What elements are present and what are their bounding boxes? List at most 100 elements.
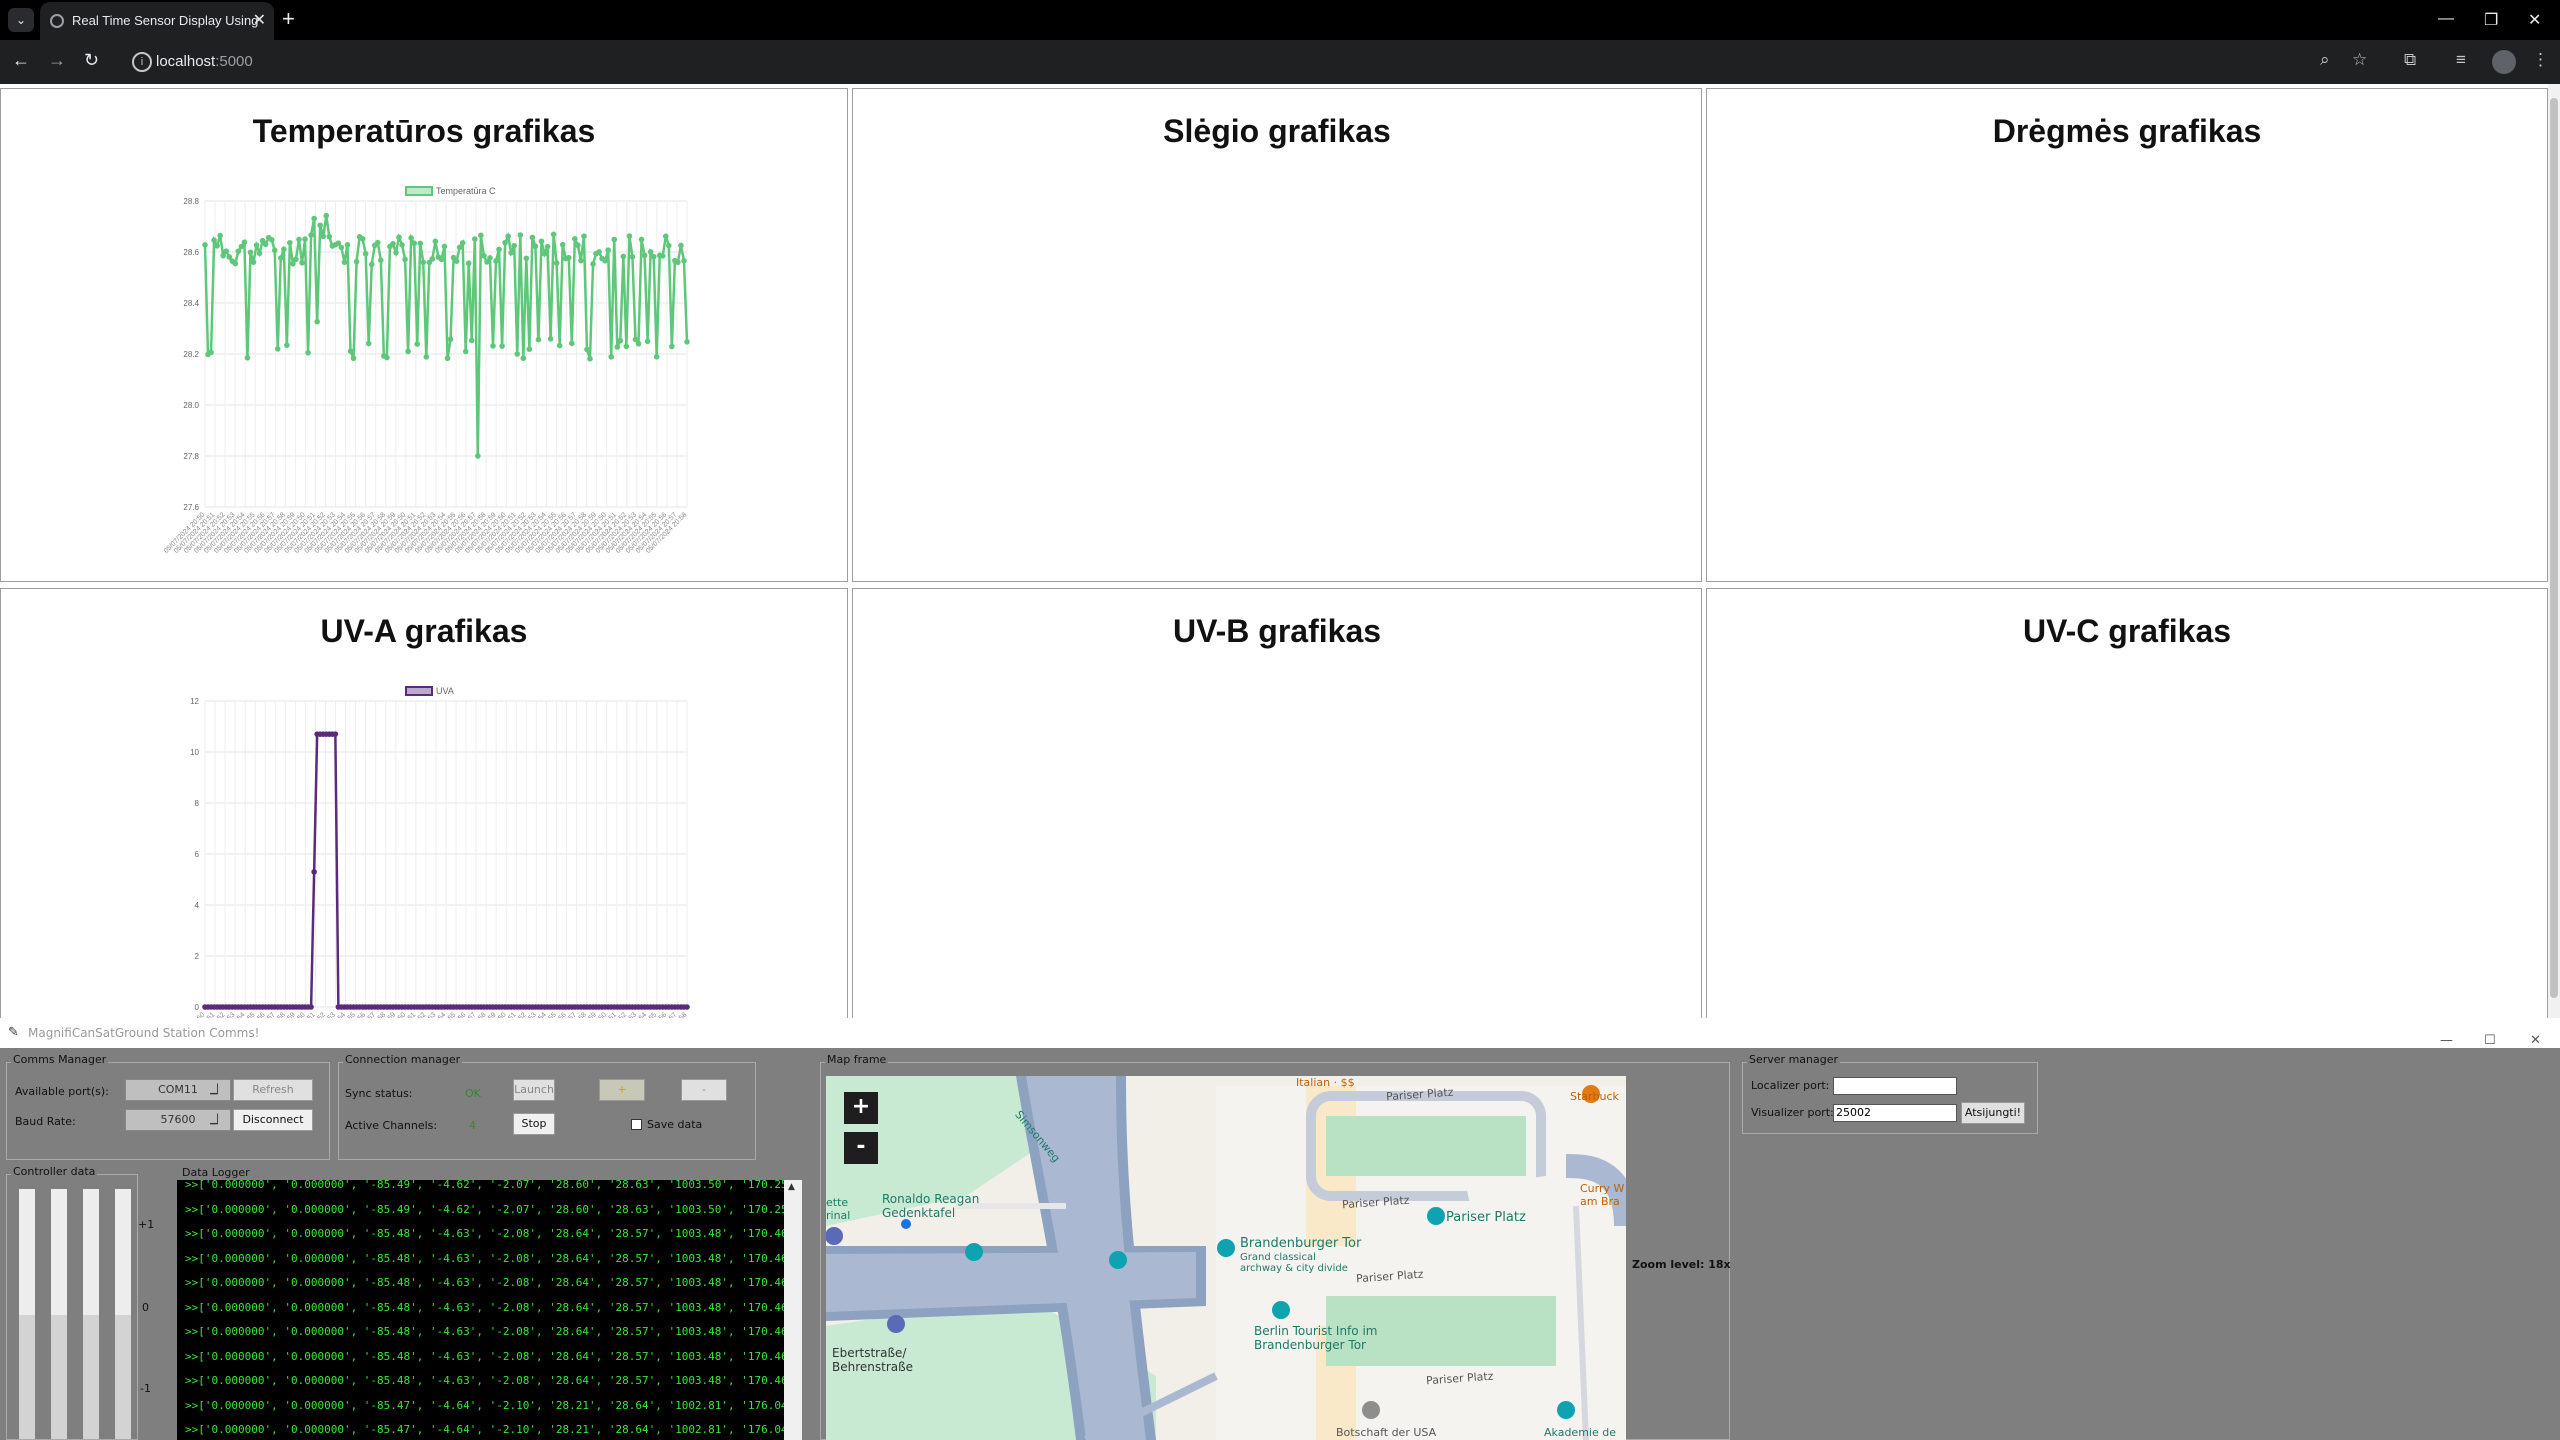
data-point[interactable]: [314, 318, 320, 325]
data-point[interactable]: [253, 242, 260, 249]
data-point[interactable]: [208, 349, 214, 356]
data-point[interactable]: [420, 259, 427, 266]
data-point[interactable]: [281, 246, 287, 253]
data-point[interactable]: [508, 250, 514, 256]
data-point[interactable]: [629, 253, 636, 260]
data-point[interactable]: [296, 236, 302, 243]
data-point[interactable]: [438, 256, 445, 263]
data-point[interactable]: [238, 243, 245, 250]
data-point[interactable]: [274, 346, 281, 352]
port-select[interactable]: COM11 ▁▏: [125, 1079, 231, 1101]
data-point[interactable]: [569, 340, 575, 347]
data-point[interactable]: [262, 241, 269, 248]
data-point[interactable]: [490, 343, 496, 349]
data-point[interactable]: [468, 337, 475, 344]
data-point[interactable]: [587, 355, 593, 362]
data-point[interactable]: [581, 233, 587, 239]
data-point[interactable]: [635, 340, 642, 347]
data-point[interactable]: [344, 242, 351, 248]
data-point[interactable]: [302, 236, 308, 242]
data-point[interactable]: [350, 355, 357, 362]
data-point[interactable]: [662, 233, 669, 239]
data-point[interactable]: [653, 354, 660, 360]
refresh-button[interactable]: Refresh: [233, 1079, 313, 1101]
data-point[interactable]: [308, 232, 314, 238]
data-point[interactable]: [553, 260, 560, 266]
data-point[interactable]: [368, 261, 375, 268]
data-point[interactable]: [235, 248, 242, 255]
data-point[interactable]: [517, 232, 524, 238]
data-point[interactable]: [402, 256, 408, 263]
data-point[interactable]: [514, 351, 521, 357]
data-point[interactable]: [465, 260, 472, 266]
data-point[interactable]: [396, 234, 402, 241]
data-point[interactable]: [550, 231, 557, 238]
data-point[interactable]: [502, 239, 508, 246]
data-point[interactable]: [456, 244, 463, 251]
data-point[interactable]: [596, 249, 602, 255]
zoom-icon[interactable]: ⌕: [2320, 50, 2330, 69]
data-point[interactable]: [684, 339, 690, 345]
close-tab-icon[interactable]: ✕: [252, 12, 266, 29]
data-point[interactable]: [384, 354, 390, 361]
data-point[interactable]: [326, 233, 333, 240]
data-point[interactable]: [247, 249, 254, 256]
data-point[interactable]: [666, 242, 672, 249]
data-point[interactable]: [459, 240, 466, 246]
data-point[interactable]: [347, 348, 354, 354]
data-point[interactable]: [605, 247, 611, 253]
data-point[interactable]: [493, 258, 499, 264]
stop-button[interactable]: Stop: [513, 1113, 555, 1135]
data-point[interactable]: [675, 259, 681, 266]
data-point[interactable]: [353, 258, 360, 265]
data-point[interactable]: [614, 344, 621, 350]
data-point[interactable]: [532, 243, 539, 250]
profile-avatar[interactable]: [2492, 50, 2516, 74]
app-maximize-icon[interactable]: ☐: [2484, 1033, 2496, 1048]
legend-swatch[interactable]: [405, 686, 433, 696]
bookmark-star-icon[interactable]: ☆: [2352, 50, 2368, 69]
data-point[interactable]: [393, 249, 399, 256]
site-info-icon[interactable]: i: [132, 52, 152, 72]
data-point[interactable]: [268, 236, 275, 243]
data-point[interactable]: [471, 236, 478, 242]
data-point[interactable]: [390, 241, 396, 247]
data-point[interactable]: [584, 346, 590, 353]
data-point[interactable]: [287, 239, 293, 246]
data-point[interactable]: [541, 250, 548, 257]
localizer-port-input[interactable]: [1833, 1077, 1957, 1095]
save-data-checkbox[interactable]: [631, 1119, 642, 1130]
data-point[interactable]: [365, 340, 372, 347]
data-point[interactable]: [408, 235, 414, 241]
app-close-icon[interactable]: ✕: [2530, 1033, 2541, 1048]
data-point[interactable]: [317, 222, 323, 229]
data-point[interactable]: [226, 254, 233, 260]
legend-label[interactable]: UVA: [436, 686, 454, 696]
server-disconnect-button[interactable]: Atsijungti!: [1961, 1102, 2025, 1124]
data-point[interactable]: [535, 336, 542, 343]
data-point[interactable]: [335, 240, 342, 246]
baud-select[interactable]: 57600 ▁▏: [125, 1109, 231, 1131]
decrease-button[interactable]: -: [681, 1079, 727, 1101]
data-point[interactable]: [644, 338, 651, 345]
tab-search-icon[interactable]: ⌄: [8, 8, 34, 32]
data-point[interactable]: [505, 233, 511, 240]
disconnect-button[interactable]: Disconnect: [233, 1109, 313, 1131]
data-point[interactable]: [277, 255, 284, 261]
data-point[interactable]: [374, 239, 381, 246]
data-point[interactable]: [684, 1004, 690, 1010]
data-point[interactable]: [620, 253, 627, 260]
data-point[interactable]: [590, 261, 596, 267]
data-point[interactable]: [447, 336, 454, 343]
data-point[interactable]: [475, 453, 481, 459]
data-point[interactable]: [362, 250, 369, 257]
data-point[interactable]: [453, 258, 460, 264]
legend-label[interactable]: Temperatūra C: [436, 186, 496, 196]
data-point[interactable]: [399, 242, 405, 248]
visualizer-port-input[interactable]: 25002: [1833, 1104, 1957, 1122]
data-point[interactable]: [572, 236, 578, 242]
data-point[interactable]: [523, 255, 530, 262]
data-point[interactable]: [484, 259, 490, 265]
menu-kebab-icon[interactable]: ⋮: [2532, 50, 2549, 69]
data-point[interactable]: [417, 240, 424, 247]
